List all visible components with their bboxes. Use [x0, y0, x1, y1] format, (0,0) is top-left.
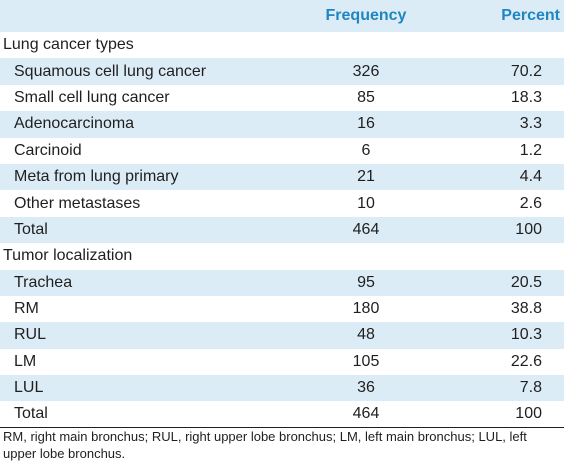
row-label: RUL [14, 326, 47, 344]
section-title: Tumor localization [3, 247, 133, 265]
row-label: Adenocarcinoma [14, 115, 135, 133]
row-percent: 38.8 [510, 300, 542, 318]
table-row: Meta from lung primary 21 4.4 [0, 163, 564, 191]
row-label: Squamous cell lung cancer [14, 62, 207, 80]
row-label: Total [0, 401, 290, 429]
row-frequency: 85 [357, 88, 375, 106]
row-frequency: 16 [357, 115, 375, 133]
row-percent: 2.6 [519, 194, 542, 212]
header-label [0, 0, 290, 32]
row-label: Carcinoid [14, 141, 82, 159]
row-percent: 3.3 [519, 115, 542, 133]
row-percent: 10.3 [510, 326, 542, 344]
row-frequency: 326 [352, 62, 380, 80]
section-row-tumor-localization: Tumor localization [0, 243, 564, 269]
section-row-lung-cancer-types: Lung cancer types [0, 32, 564, 58]
row-percent: 7.8 [519, 379, 542, 397]
table-row: RM 180 38.8 [0, 296, 564, 322]
table-row-total: Total 464 100 [0, 216, 564, 244]
header-row: Frequency Percent [0, 0, 564, 32]
row-percent: 22.6 [510, 352, 542, 370]
header-percent: Percent [501, 7, 560, 24]
row-frequency: 6 [361, 141, 371, 159]
table-row: Squamous cell lung cancer 326 70.2 [0, 58, 564, 85]
row-frequency: 464 [352, 220, 380, 238]
row-percent: 1.2 [519, 141, 542, 159]
row-frequency: 48 [357, 326, 375, 344]
table-row: LUL 36 7.8 [0, 375, 564, 402]
table-header: Frequency Percent [0, 0, 564, 32]
row-frequency: 36 [357, 379, 375, 397]
table-row: Carcinoid 6 1.2 [0, 138, 564, 164]
row-label: Total [14, 220, 48, 238]
row-percent: 70.2 [510, 62, 542, 80]
row-percent: 100 [442, 401, 564, 429]
section-title: Lung cancer types [3, 36, 134, 54]
table-row: LM 105 22.6 [0, 349, 564, 375]
row-label: LM [14, 352, 37, 370]
row-frequency: 180 [352, 300, 380, 318]
row-label: Other metastases [14, 194, 141, 212]
row-frequency: 21 [357, 168, 375, 186]
table-row-total: Total 464 100 [0, 401, 564, 429]
table-row: Other metastases 10 2.6 [0, 190, 564, 216]
table-row: Trachea 95 20.5 [0, 269, 564, 296]
row-frequency: 10 [357, 194, 375, 212]
row-label: RM [14, 300, 39, 318]
row-label: LUL [14, 379, 44, 397]
table-row: RUL 48 10.3 [0, 322, 564, 349]
row-percent: 100 [515, 220, 542, 238]
row-frequency: 95 [357, 273, 375, 291]
row-label: Small cell lung cancer [14, 88, 170, 106]
data-table: Frequency Percent Lung cancer types Squa… [0, 0, 564, 429]
row-label: Meta from lung primary [14, 168, 179, 186]
row-percent: 18.3 [510, 88, 542, 106]
row-percent: 4.4 [519, 168, 542, 186]
row-frequency: 105 [352, 352, 380, 370]
row-percent: 20.5 [510, 273, 542, 291]
row-label: Trachea [14, 273, 73, 291]
table-row: Small cell lung cancer 85 18.3 [0, 85, 564, 111]
table-row: Adenocarcinoma 16 3.3 [0, 111, 564, 138]
table-body: Lung cancer types Squamous cell lung can… [0, 32, 564, 429]
row-frequency: 464 [290, 401, 442, 429]
header-frequency: Frequency [325, 7, 407, 24]
table-footnote: RM, right main bronchus; RUL, right uppe… [3, 429, 527, 461]
